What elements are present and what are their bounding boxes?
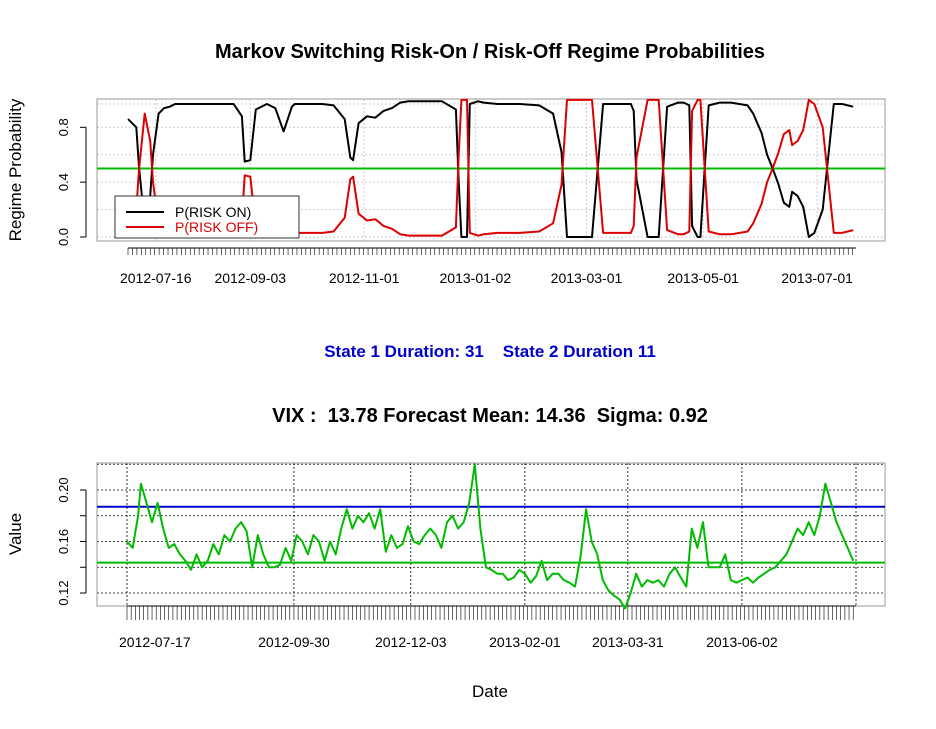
vix-x-tick-label: 2013-03-31 xyxy=(592,634,664,650)
vix-x-tick-label: 2013-06-02 xyxy=(706,634,778,650)
regime-x-tick-label: 2013-03-01 xyxy=(551,270,623,286)
regime-x-tick-label: 2013-01-02 xyxy=(440,270,512,286)
vix-x-axis: 2012-07-17 2012-09-30 2012-12-03 2013-02-01… xyxy=(119,605,856,650)
regime-x-tick-label: 2012-07-16 xyxy=(120,270,192,286)
vix-x-tick-label: 2012-09-30 xyxy=(258,634,330,650)
vix-y-tick-label: 0.12 xyxy=(56,580,71,605)
regime-legend: P(RISK ON) P(RISK OFF) xyxy=(114,195,300,239)
regime-x-tick-label: 2012-09-03 xyxy=(214,270,286,286)
vix-y-tick-label: 0.20 xyxy=(56,477,71,502)
regime-y-tick-label: 0.4 xyxy=(56,173,71,191)
vix-y-axis-label: Value xyxy=(6,513,25,555)
regime-x-axis: 2012-07-16 2012-09-03 2012-11-01 2013-01-02… xyxy=(120,247,856,286)
regime-y-tick-label: 0.0 xyxy=(56,228,71,246)
vix-x-tick-label: 2013-02-01 xyxy=(489,634,561,650)
regime-y-axis: 0.0 0.4 0.8 xyxy=(56,118,87,246)
vix-chart-grid xyxy=(97,463,885,606)
vix-x-tick-label: 2012-12-03 xyxy=(375,634,447,650)
regime-chart-title: Markov Switching Risk-On / Risk-Off Regi… xyxy=(215,41,765,63)
regime-probability-chart: Markov Switching Risk-On / Risk-Off Regi… xyxy=(6,41,886,286)
vix-chart: VIX : 13.78 Forecast Mean: 14.36 Sigma: … xyxy=(6,405,886,701)
state-duration-text: State 1 Duration: 31 State 2 Duration 11 xyxy=(324,342,656,361)
vix-y-axis: 0.12 0.16 0.20 xyxy=(56,477,87,606)
vix-x-tick-label: 2012-07-17 xyxy=(119,634,191,650)
regime-x-tick-label: 2012-11-01 xyxy=(329,270,400,286)
vix-y-tick-label: 0.16 xyxy=(56,529,71,554)
regime-y-axis-label: Regime Probability xyxy=(6,98,25,241)
vix-series xyxy=(126,463,855,610)
legend-label-risk-on: P(RISK ON) xyxy=(175,204,251,220)
regime-y-tick-label: 0.8 xyxy=(56,118,71,136)
regime-plot-frame xyxy=(96,98,886,242)
vix-chart-title: VIX : 13.78 Forecast Mean: 14.36 Sigma: … xyxy=(272,405,708,427)
risk-on-line xyxy=(127,100,854,238)
regime-x-tick-label: 2013-07-01 xyxy=(781,270,853,286)
vix-x-axis-label: Date xyxy=(472,682,508,701)
legend-label-risk-off: P(RISK OFF) xyxy=(175,219,258,235)
vix-plot-frame xyxy=(96,462,886,607)
legend-box xyxy=(114,195,300,239)
regime-x-tick-label: 2013-05-01 xyxy=(667,270,739,286)
vix-line xyxy=(126,463,855,610)
vix-reference-lines xyxy=(97,505,885,564)
